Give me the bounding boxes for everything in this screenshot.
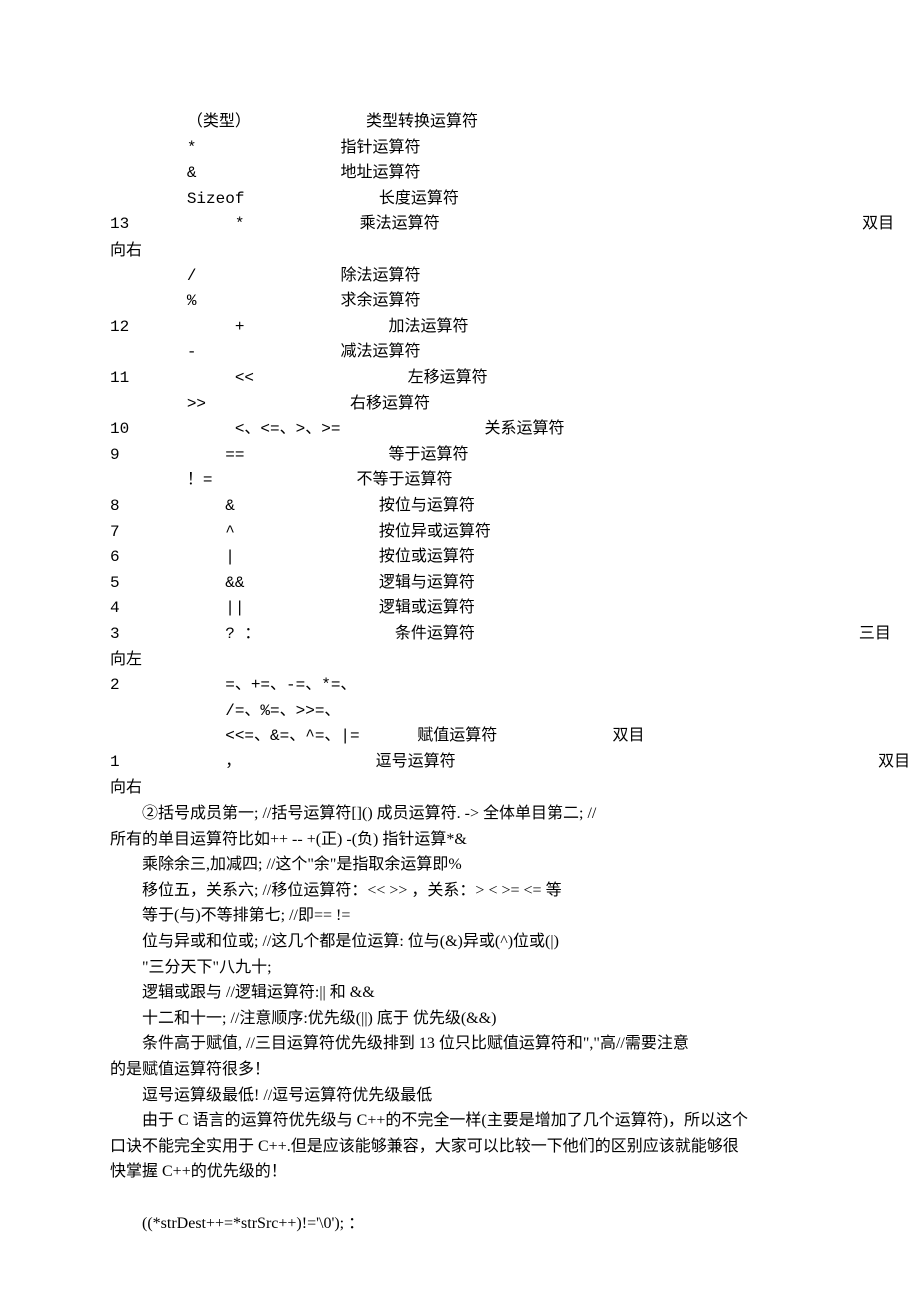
op-row: 4 || 逻辑或运算符	[110, 596, 810, 622]
op-row: Sizeof 长度运算符	[110, 187, 810, 213]
body-text: 口诀不能完全实用于 C++.但是应该能够兼容，大家可以比较一下他们的区别应该就能…	[110, 1134, 810, 1160]
body-text: 乘除余三,加减四; //这个"余"是指取余运算即%	[110, 852, 810, 878]
op-row: 2 =、+=、-=、*=、	[110, 673, 810, 699]
op-row: * 指针运算符	[110, 136, 810, 162]
op-row: 11 << 左移运算符	[110, 366, 810, 392]
wrap-text: 向右	[110, 775, 810, 801]
op-row: / 除法运算符	[110, 264, 810, 290]
body-text: "三分天下"八九十;	[110, 955, 810, 981]
op-row: 12 + 加法运算符	[110, 315, 810, 341]
op-row: 6 | 按位或运算符	[110, 545, 810, 571]
body-text: 快掌握 C++的优先级的！	[110, 1159, 810, 1185]
body-text: 的是赋值运算符很多！	[110, 1057, 810, 1083]
spacer	[110, 1185, 810, 1211]
body-text: 条件高于赋值, //三目运算符优先级排到 13 位只比赋值运算符和","高//需…	[110, 1031, 810, 1057]
body-text: 等于(与)不等排第七; //即== !=	[110, 903, 810, 929]
body-text: ②括号成员第一; //括号运算符[]() 成员运算符. -> 全体单目第二; /…	[110, 801, 810, 827]
body-text: 逗号运算级最低! //逗号运算符优先级最低	[110, 1083, 810, 1109]
body-text: 所有的单目运算符比如++ -- +(正) -(负) 指针运算*&	[110, 827, 810, 853]
op-row: 13 * 乘法运算符 双目 自左	[110, 212, 810, 238]
body-text: 逻辑或跟与 //逻辑运算符:|| 和 &&	[110, 980, 810, 1006]
op-row: 7 ^ 按位异或运算符	[110, 520, 810, 546]
op-row: % 求余运算符	[110, 289, 810, 315]
body-text: 由于 C 语言的运算符优先级与 C++的不完全一样(主要是增加了几个运算符)，所…	[110, 1108, 810, 1134]
op-row: - 减法运算符	[110, 340, 810, 366]
op-row: <<=、&=、^=、|= 赋值运算符 双目	[110, 724, 810, 750]
op-row: /=、%=、>>=、	[110, 699, 810, 725]
op-row: 3 ? ： 条件运算符 三目 自右	[110, 622, 810, 648]
op-row: 9 == 等于运算符	[110, 443, 810, 469]
op-row: ！= 不等于运算符	[110, 468, 810, 494]
body-text: 移位五，关系六; //移位运算符：<< >> ，关系：> < >= <= 等	[110, 878, 810, 904]
code-line: ((*strDest++=*strSrc++)!='\0'); ：	[110, 1211, 810, 1237]
op-row: 5 && 逻辑与运算符	[110, 571, 810, 597]
op-row: & 地址运算符	[110, 161, 810, 187]
wrap-text: 向右	[110, 238, 810, 264]
op-row: 1 ， 逗号运算符 双目 自左	[110, 750, 810, 776]
op-row: 10 <、<=、>、>= 关系运算符	[110, 417, 810, 443]
op-row: 8 & 按位与运算符	[110, 494, 810, 520]
op-row: （类型） 类型转换运算符	[110, 110, 810, 136]
wrap-text: 向左	[110, 647, 810, 673]
body-text: 位与异或和位或; //这几个都是位运算: 位与(&)异或(^)位或(|)	[110, 929, 810, 955]
body-text: 十二和十一; //注意顺序:优先级(||) 底于 优先级(&&)	[110, 1006, 810, 1032]
op-row: >> 右移运算符	[110, 392, 810, 418]
